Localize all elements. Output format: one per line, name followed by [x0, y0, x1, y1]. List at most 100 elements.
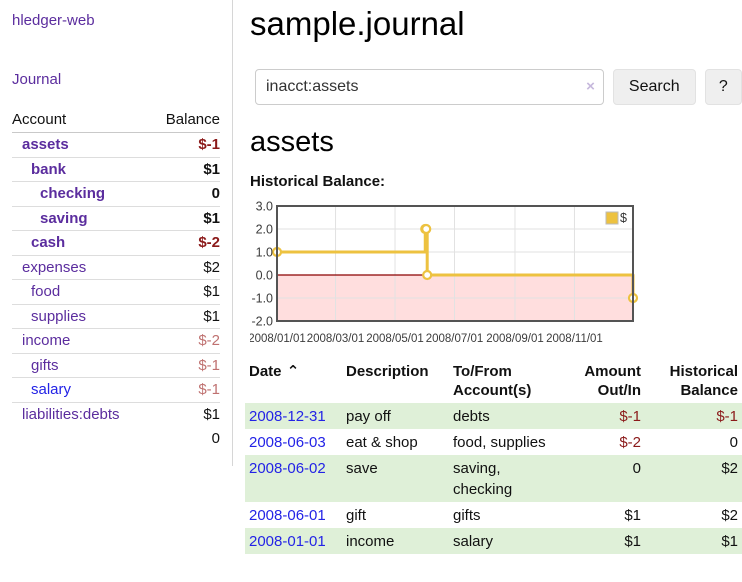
account-link[interactable]: saving — [40, 209, 88, 227]
account-link[interactable]: food — [31, 283, 61, 300]
account-link[interactable]: assets — [22, 136, 69, 153]
svg-text:2.0: 2.0 — [256, 223, 273, 237]
account-row: expenses $2 — [12, 254, 220, 280]
account-link[interactable]: income — [22, 332, 71, 349]
date-column-header[interactable]: Date ⌃ — [249, 362, 300, 380]
svg-text:0.0: 0.0 — [256, 269, 273, 283]
svg-text:-1.0: -1.0 — [251, 292, 273, 306]
column-header: To/From Account(s) — [453, 363, 532, 399]
svg-text:2008/09/01: 2008/09/01 — [486, 333, 544, 345]
account-link[interactable]: salary — [31, 381, 72, 398]
transaction-date-link[interactable]: 2008-06-02 — [249, 459, 326, 477]
svg-text:2008/01/01: 2008/01/01 — [250, 333, 306, 345]
transaction-description: income — [346, 532, 395, 550]
transaction-row: 2008-06-03 eat & shop food, supplies $-2 0 — [245, 429, 742, 455]
svg-text:2008/11/01: 2008/11/01 — [546, 333, 603, 345]
account-row: bank $1 — [12, 156, 220, 182]
column-header: Description — [346, 363, 429, 380]
transaction-accounts: gifts — [453, 506, 481, 524]
page-title: sample.journal — [250, 5, 465, 42]
svg-text:2008/03/01: 2008/03/01 — [307, 333, 365, 345]
account-link[interactable]: cash — [31, 234, 66, 251]
account-row: checking 0 — [12, 181, 220, 206]
account-balance: $1 — [150, 279, 220, 304]
transaction-balance: $-1 — [716, 407, 738, 425]
account-balance: $1 — [150, 156, 220, 182]
transaction-accounts: debts — [453, 407, 490, 425]
svg-text:2008/07/01: 2008/07/01 — [426, 333, 484, 345]
account-balance: 0 — [150, 181, 220, 206]
transaction-balance: $2 — [721, 506, 738, 524]
sort-ascending-icon: ⌃ — [281, 362, 300, 380]
transaction-description: gift — [346, 506, 367, 524]
transaction-amount: 0 — [632, 459, 641, 477]
transaction-date-link[interactable]: 2008-06-03 — [249, 433, 326, 451]
transaction-accounts: salary — [453, 532, 494, 550]
svg-text:3.0: 3.0 — [256, 201, 273, 214]
svg-text:$: $ — [620, 211, 627, 225]
transaction-balance: 0 — [729, 433, 738, 451]
transaction-amount: $1 — [624, 532, 641, 550]
account-balance: $1 — [150, 303, 220, 329]
accounts-total-value: 0 — [211, 430, 220, 447]
account-balance: $-1 — [198, 136, 220, 153]
transaction-date-link[interactable]: 2008-12-31 — [249, 407, 326, 425]
account-row: gifts $-1 — [12, 352, 220, 378]
account-balance: $1 — [150, 401, 220, 426]
transaction-row: 2008-06-02 save saving, checking 0 $2 — [245, 455, 742, 502]
historical-balance-chart: $2008/01/01 2008/03/01 2008/05/01 2008/07/0… — [248, 200, 742, 354]
account-link[interactable]: expenses — [22, 258, 87, 276]
transaction-description: eat & shop — [346, 433, 418, 451]
search-input[interactable] — [255, 69, 604, 105]
search-button[interactable]: Search — [612, 69, 696, 105]
account-balance: $-1 — [150, 352, 220, 378]
clear-search-icon[interactable]: × — [586, 78, 595, 95]
transaction-balance: $1 — [721, 532, 738, 550]
svg-text:1.0: 1.0 — [256, 246, 273, 260]
account-link[interactable]: supplies — [31, 307, 87, 325]
chart-canvas: $2008/01/01 2008/03/01 2008/05/01 2008/07/0… — [248, 200, 639, 345]
sidebar: hledger-web Journal Account Balance asse… — [0, 0, 233, 466]
transaction-date-link[interactable]: 2008-06-01 — [249, 506, 326, 524]
transaction-date-link[interactable]: 2008-01-01 — [249, 532, 326, 550]
transaction-amount: $-2 — [619, 433, 641, 451]
account-heading: assets — [250, 126, 334, 158]
account-row: liabilities:debts $1 — [12, 401, 220, 426]
svg-text:-2.0: -2.0 — [251, 315, 273, 329]
balance-column-header: Balance — [150, 108, 220, 133]
account-link[interactable]: liabilities:debts — [22, 405, 120, 423]
column-header: Historical Balance — [669, 363, 738, 399]
svg-text:2008/05/01: 2008/05/01 — [366, 333, 424, 345]
app-brand-link[interactable]: hledger-web — [12, 12, 95, 29]
main-content: sample.journal × Search ? assets Histori… — [234, 0, 742, 554]
account-row: saving $1 — [12, 205, 220, 231]
transaction-balance: $2 — [721, 459, 738, 477]
column-header: Amount Out/In — [584, 363, 641, 399]
accounts-table: Account Balance assets $-1 bank $1 checking 0… — [12, 108, 220, 452]
account-balance: $-2 — [150, 328, 220, 353]
account-row: assets $-1 — [12, 133, 220, 158]
account-link[interactable]: checking — [40, 185, 106, 202]
transaction-amount: $1 — [624, 506, 641, 524]
help-button[interactable]: ? — [704, 69, 742, 105]
account-balance: $1 — [150, 205, 220, 231]
transaction-description: save — [346, 459, 378, 477]
accounts-column-header: Account — [12, 108, 151, 133]
account-link[interactable]: gifts — [31, 356, 59, 374]
sidebar-item-journal[interactable]: Journal — [12, 71, 62, 88]
accounts-total-row: 0 — [12, 426, 220, 452]
account-row: cash $-2 — [12, 230, 220, 255]
account-link[interactable]: bank — [31, 160, 67, 178]
transactions-table: Date ⌃ Description To/From Account(s) Amount… — [245, 361, 742, 554]
account-row: income $-2 — [12, 328, 220, 353]
account-row: salary $-1 — [12, 377, 220, 402]
transaction-row: 2008-01-01 income salary $1 $1 — [245, 528, 742, 554]
transaction-description: pay off — [346, 407, 391, 425]
account-row: food $1 — [12, 279, 220, 304]
account-balance: $-2 — [150, 230, 220, 255]
account-row: supplies $1 — [12, 303, 220, 329]
transaction-accounts: food, supplies — [453, 433, 546, 451]
transaction-row: 2008-12-31 pay off debts $-1 $-1 — [245, 403, 742, 429]
chart-title: Historical Balance: — [250, 173, 386, 190]
account-balance: $-1 — [150, 377, 220, 402]
